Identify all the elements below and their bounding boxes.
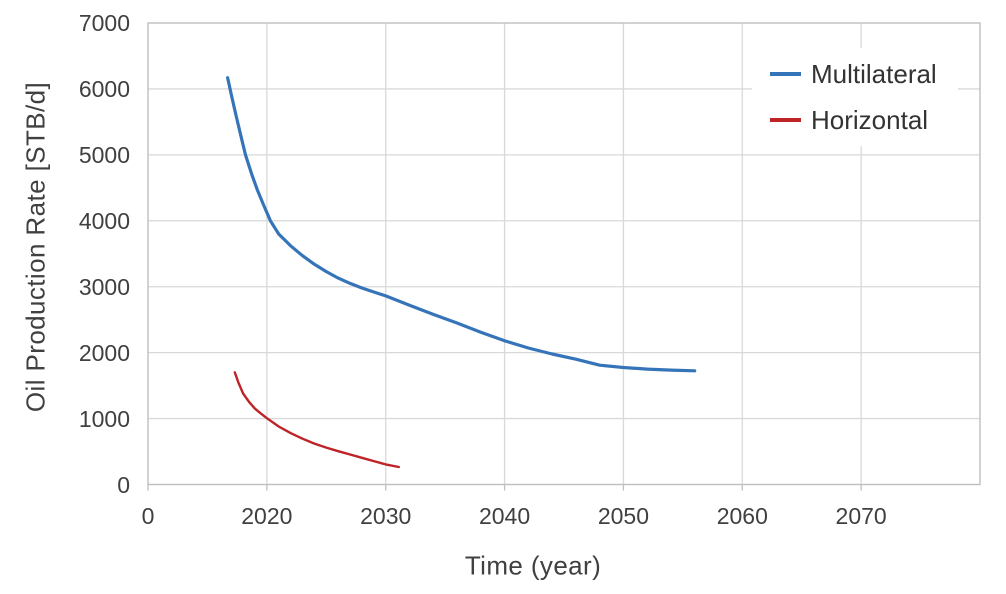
- series-line-horizontal: [233, 371, 400, 469]
- x-tick-label: 2050: [597, 503, 650, 529]
- y-tick-label: 2000: [78, 339, 130, 366]
- y-tick-label: 4000: [78, 207, 130, 234]
- y-tick-label: 1000: [78, 405, 130, 432]
- x-tick-label: 2060: [716, 503, 768, 529]
- x-axis-title: Time (year): [464, 550, 602, 581]
- y-tick-label: 0: [117, 471, 130, 498]
- legend-label-multilateral: Multilateral: [811, 59, 937, 89]
- x-tick-label: 2070: [835, 503, 887, 529]
- plot-border: [147, 22, 981, 486]
- multilateral-line-swatch: [770, 72, 801, 76]
- series-line-multilateral: [226, 76, 697, 373]
- y-tick-label: 5000: [78, 141, 130, 168]
- x-tick-label: 0: [141, 503, 155, 529]
- legend-entry-multilateral: Multilateral: [752, 58, 958, 90]
- y-tick-label: 7000: [78, 10, 130, 36]
- legend-label-horizontal: Horizontal: [811, 105, 929, 135]
- x-tick-label: 2020: [241, 503, 293, 529]
- y-axis-title: Oil Production Rate [STB/d]: [20, 81, 51, 413]
- y-tick-label: 6000: [78, 75, 130, 102]
- x-tick-label: 2040: [478, 503, 531, 529]
- legend-entry-horizontal: Horizontal: [752, 104, 958, 136]
- legend: Multilateral Horizontal: [752, 48, 958, 146]
- horizontal-line-swatch: [770, 118, 801, 122]
- y-tick-label: 3000: [78, 273, 130, 300]
- x-tick-label: 2030: [360, 503, 412, 529]
